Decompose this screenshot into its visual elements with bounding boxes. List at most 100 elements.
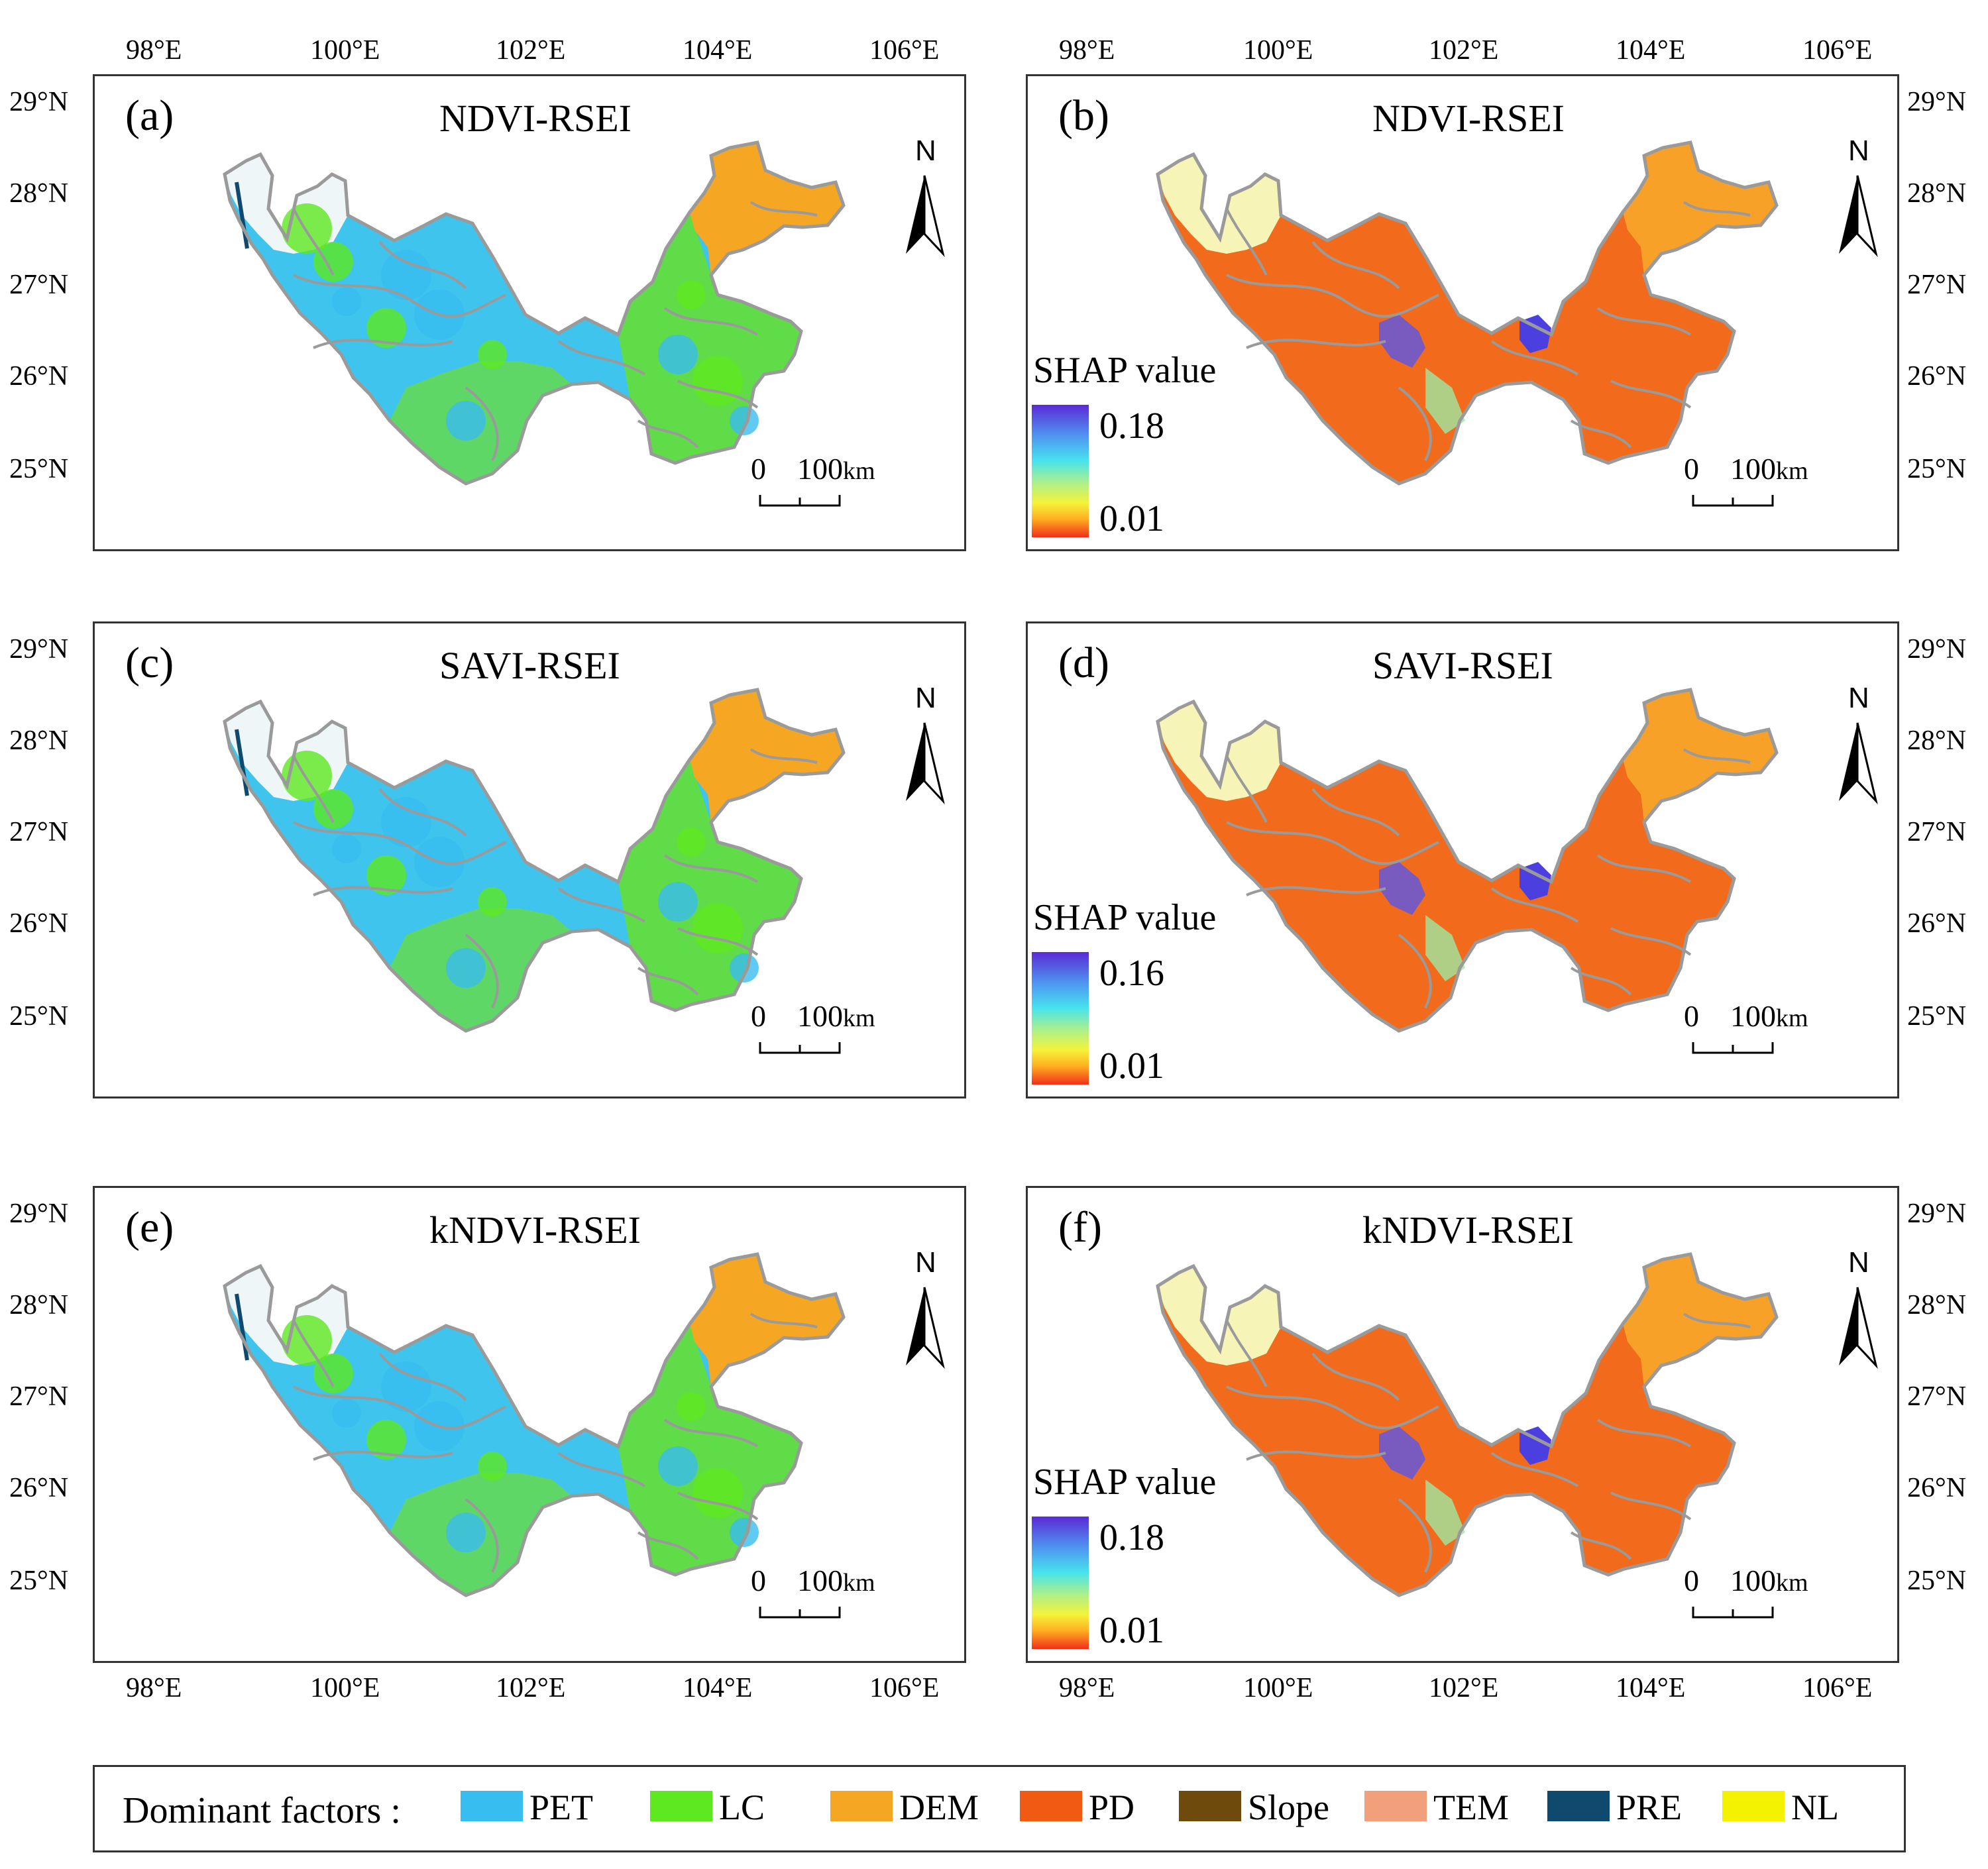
legend-swatch — [1364, 1791, 1427, 1821]
latitude-tick-label: 26°N — [1907, 1473, 1967, 1503]
map-panel-c: (c) SAVI-RSEI N 0 100km — [93, 621, 966, 1098]
shap-color-ramp — [1032, 952, 1089, 1085]
latitude-tick-label: 28°N — [9, 178, 69, 209]
scale-bar-line — [1692, 1607, 1774, 1619]
legend-swatch — [1020, 1791, 1082, 1821]
shap-fill-highland — [1158, 702, 1281, 801]
shap-max-value: 0.18 — [1099, 405, 1164, 447]
scale-unit: km — [843, 1004, 875, 1032]
scale-unit: km — [843, 1569, 875, 1597]
map-panel-a: (a) NDVI-RSEI N 0 100km — [93, 74, 966, 551]
scale-bar-zero-label: 0 — [1684, 999, 1699, 1033]
county-boundary — [663, 307, 759, 336]
north-arrow-right — [923, 722, 945, 805]
map-canvas — [223, 688, 945, 1054]
scale-distance: 100 — [1730, 999, 1776, 1033]
county-boundary — [749, 201, 818, 217]
scale-bar-distance-label: 100km — [1730, 1563, 1808, 1598]
county-boundary — [1398, 386, 1432, 461]
longitude-tick-label: 102°E — [1429, 1673, 1499, 1703]
panel-title: NDVI-RSEI — [439, 97, 632, 140]
latitude-tick-label: 29°N — [9, 87, 69, 117]
legend-swatch — [1722, 1791, 1785, 1821]
legend-label: PET — [529, 1788, 594, 1827]
shap-fill-highland — [1158, 1266, 1281, 1365]
legend-label: Slope — [1248, 1788, 1330, 1827]
longitude-tick-label: 104°E — [683, 35, 753, 66]
county-boundary — [1570, 419, 1632, 449]
north-arrow-right — [1856, 722, 1878, 805]
scale-bar-zero-label: 0 — [751, 999, 766, 1033]
county-boundary — [1683, 201, 1751, 217]
latitude-tick-label: 25°N — [9, 454, 69, 484]
north-arrow-label: N — [915, 134, 936, 167]
scale-bar — [759, 1042, 841, 1054]
county-boundary — [465, 1498, 499, 1573]
factor-patch — [446, 401, 486, 441]
legend-swatch — [1179, 1791, 1241, 1821]
county-boundary — [1225, 1320, 1268, 1387]
legend-label: TEM — [1433, 1788, 1509, 1827]
factor-patch — [677, 280, 706, 309]
scale-bar — [759, 1607, 841, 1619]
longitude-tick-label: 100°E — [1243, 1673, 1313, 1703]
factor-patch — [282, 1315, 332, 1365]
map-panel-f: (f) kNDVI-RSEI N 0 100km SHAP value 0.18 0.01 — [1026, 1186, 1899, 1663]
shap-min-value: 0.01 — [1099, 1610, 1164, 1651]
factor-patch — [658, 335, 698, 374]
factor-patch — [381, 250, 431, 300]
county-boundary — [677, 927, 759, 956]
scale-bar-distance-label: 100km — [797, 998, 875, 1034]
factor-patch — [692, 1468, 743, 1518]
region-outline — [1156, 688, 1779, 1033]
county-boundary — [557, 1452, 646, 1487]
longitude-tick-label: 106°E — [1802, 35, 1873, 66]
county-boundary — [637, 1531, 699, 1560]
county-boundary — [378, 1352, 467, 1401]
county-boundary — [1610, 1491, 1692, 1521]
map-panel-e: (e) kNDVI-RSEI N 0 100km — [93, 1186, 966, 1663]
factor-patch — [366, 855, 406, 895]
longitude-tick-label: 104°E — [1616, 35, 1686, 66]
legend-label: NL — [1791, 1788, 1839, 1827]
latitude-tick-label: 27°N — [9, 1381, 69, 1412]
factor-patch — [332, 834, 361, 863]
factor-patch — [730, 1518, 759, 1547]
legend-swatch — [461, 1791, 523, 1821]
county-boundary — [293, 274, 506, 318]
factor-patch — [478, 887, 507, 916]
factor-patch — [730, 406, 759, 435]
latitude-tick-label: 27°N — [1907, 270, 1967, 300]
map-canvas — [223, 1252, 945, 1619]
latitude-tick-label: 25°N — [1907, 1566, 1967, 1596]
factor-patch — [332, 287, 361, 316]
factor-patch — [692, 903, 743, 953]
north-arrow-left — [1839, 176, 1857, 254]
county-boundary — [1683, 748, 1751, 764]
scale-bar-line — [1692, 1042, 1774, 1054]
shap-color-ramp — [1032, 405, 1089, 537]
scale-bar — [1692, 1042, 1774, 1054]
north-arrow-left — [906, 1287, 924, 1365]
factor-patch — [332, 1399, 361, 1428]
scale-bar-line — [759, 495, 841, 507]
river-pre — [235, 729, 249, 796]
shap-legend-title: SHAP value — [1033, 1462, 1217, 1503]
factor-patch — [381, 1362, 431, 1412]
shap-fill-low — [1158, 690, 1777, 1031]
scale-bar-distance-label: 100km — [797, 1563, 875, 1598]
longitude-tick-label: 104°E — [1616, 1673, 1686, 1703]
map-canvas — [223, 140, 945, 507]
latitude-tick-label: 26°N — [9, 908, 69, 939]
latitude-tick-label: 28°N — [1907, 178, 1967, 209]
scale-bar-line — [1692, 495, 1774, 507]
region-outline — [1156, 140, 1779, 486]
longitude-tick-label: 106°E — [869, 35, 940, 66]
north-arrow-left — [1839, 1287, 1857, 1365]
north-arrow-icon — [906, 1287, 945, 1369]
longitude-tick-label: 106°E — [1802, 1673, 1873, 1703]
legend-swatch — [1547, 1791, 1610, 1821]
scale-unit: km — [1776, 1004, 1808, 1032]
latitude-tick-label: 26°N — [1907, 361, 1967, 392]
county-boundary — [292, 1320, 335, 1387]
